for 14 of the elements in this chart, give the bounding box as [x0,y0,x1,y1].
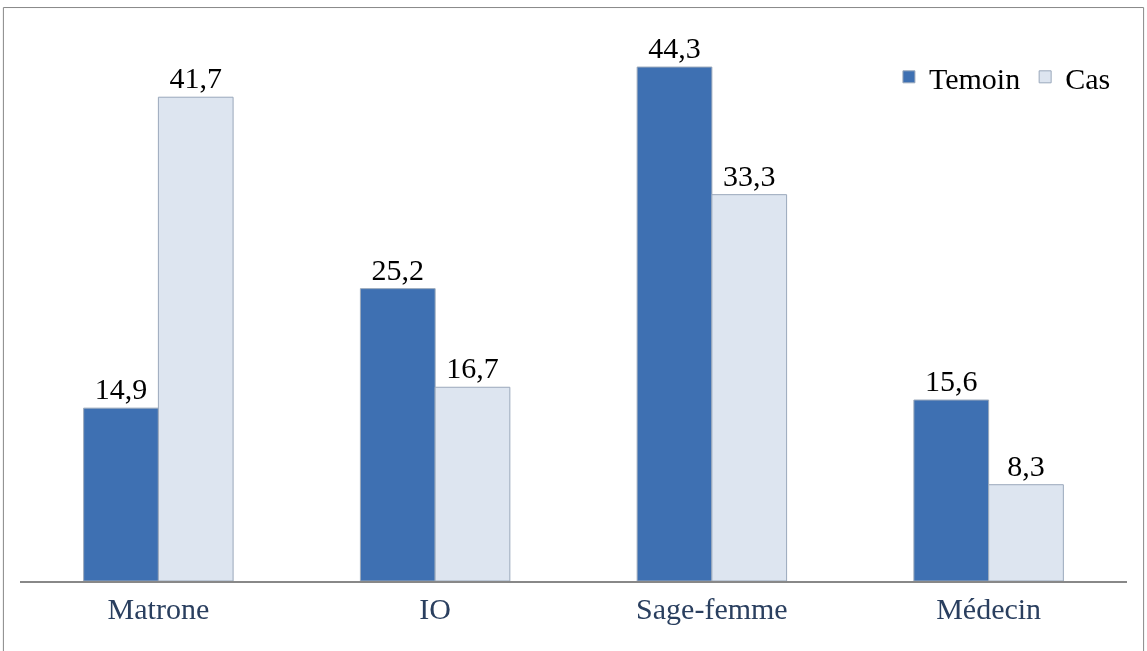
data-label: 16,7 [446,351,499,385]
data-label: 15,6 [925,364,978,398]
data-label: 14,9 [94,372,148,406]
data-label: 25,2 [371,252,425,286]
legend-label: Temoin [928,61,1021,95]
x-tick-label: Matrone [107,592,210,625]
data-label: 8,3 [1007,448,1045,482]
data-label: 44,3 [648,31,701,65]
x-tick-label: Médecin [936,592,1042,625]
x-tick-label: Sage-femme [636,592,788,625]
data-label: 33,3 [722,158,776,192]
legend-label: Cas [1065,61,1111,95]
x-tick-label: IO [419,592,451,625]
data-label: 41,7 [169,61,222,95]
